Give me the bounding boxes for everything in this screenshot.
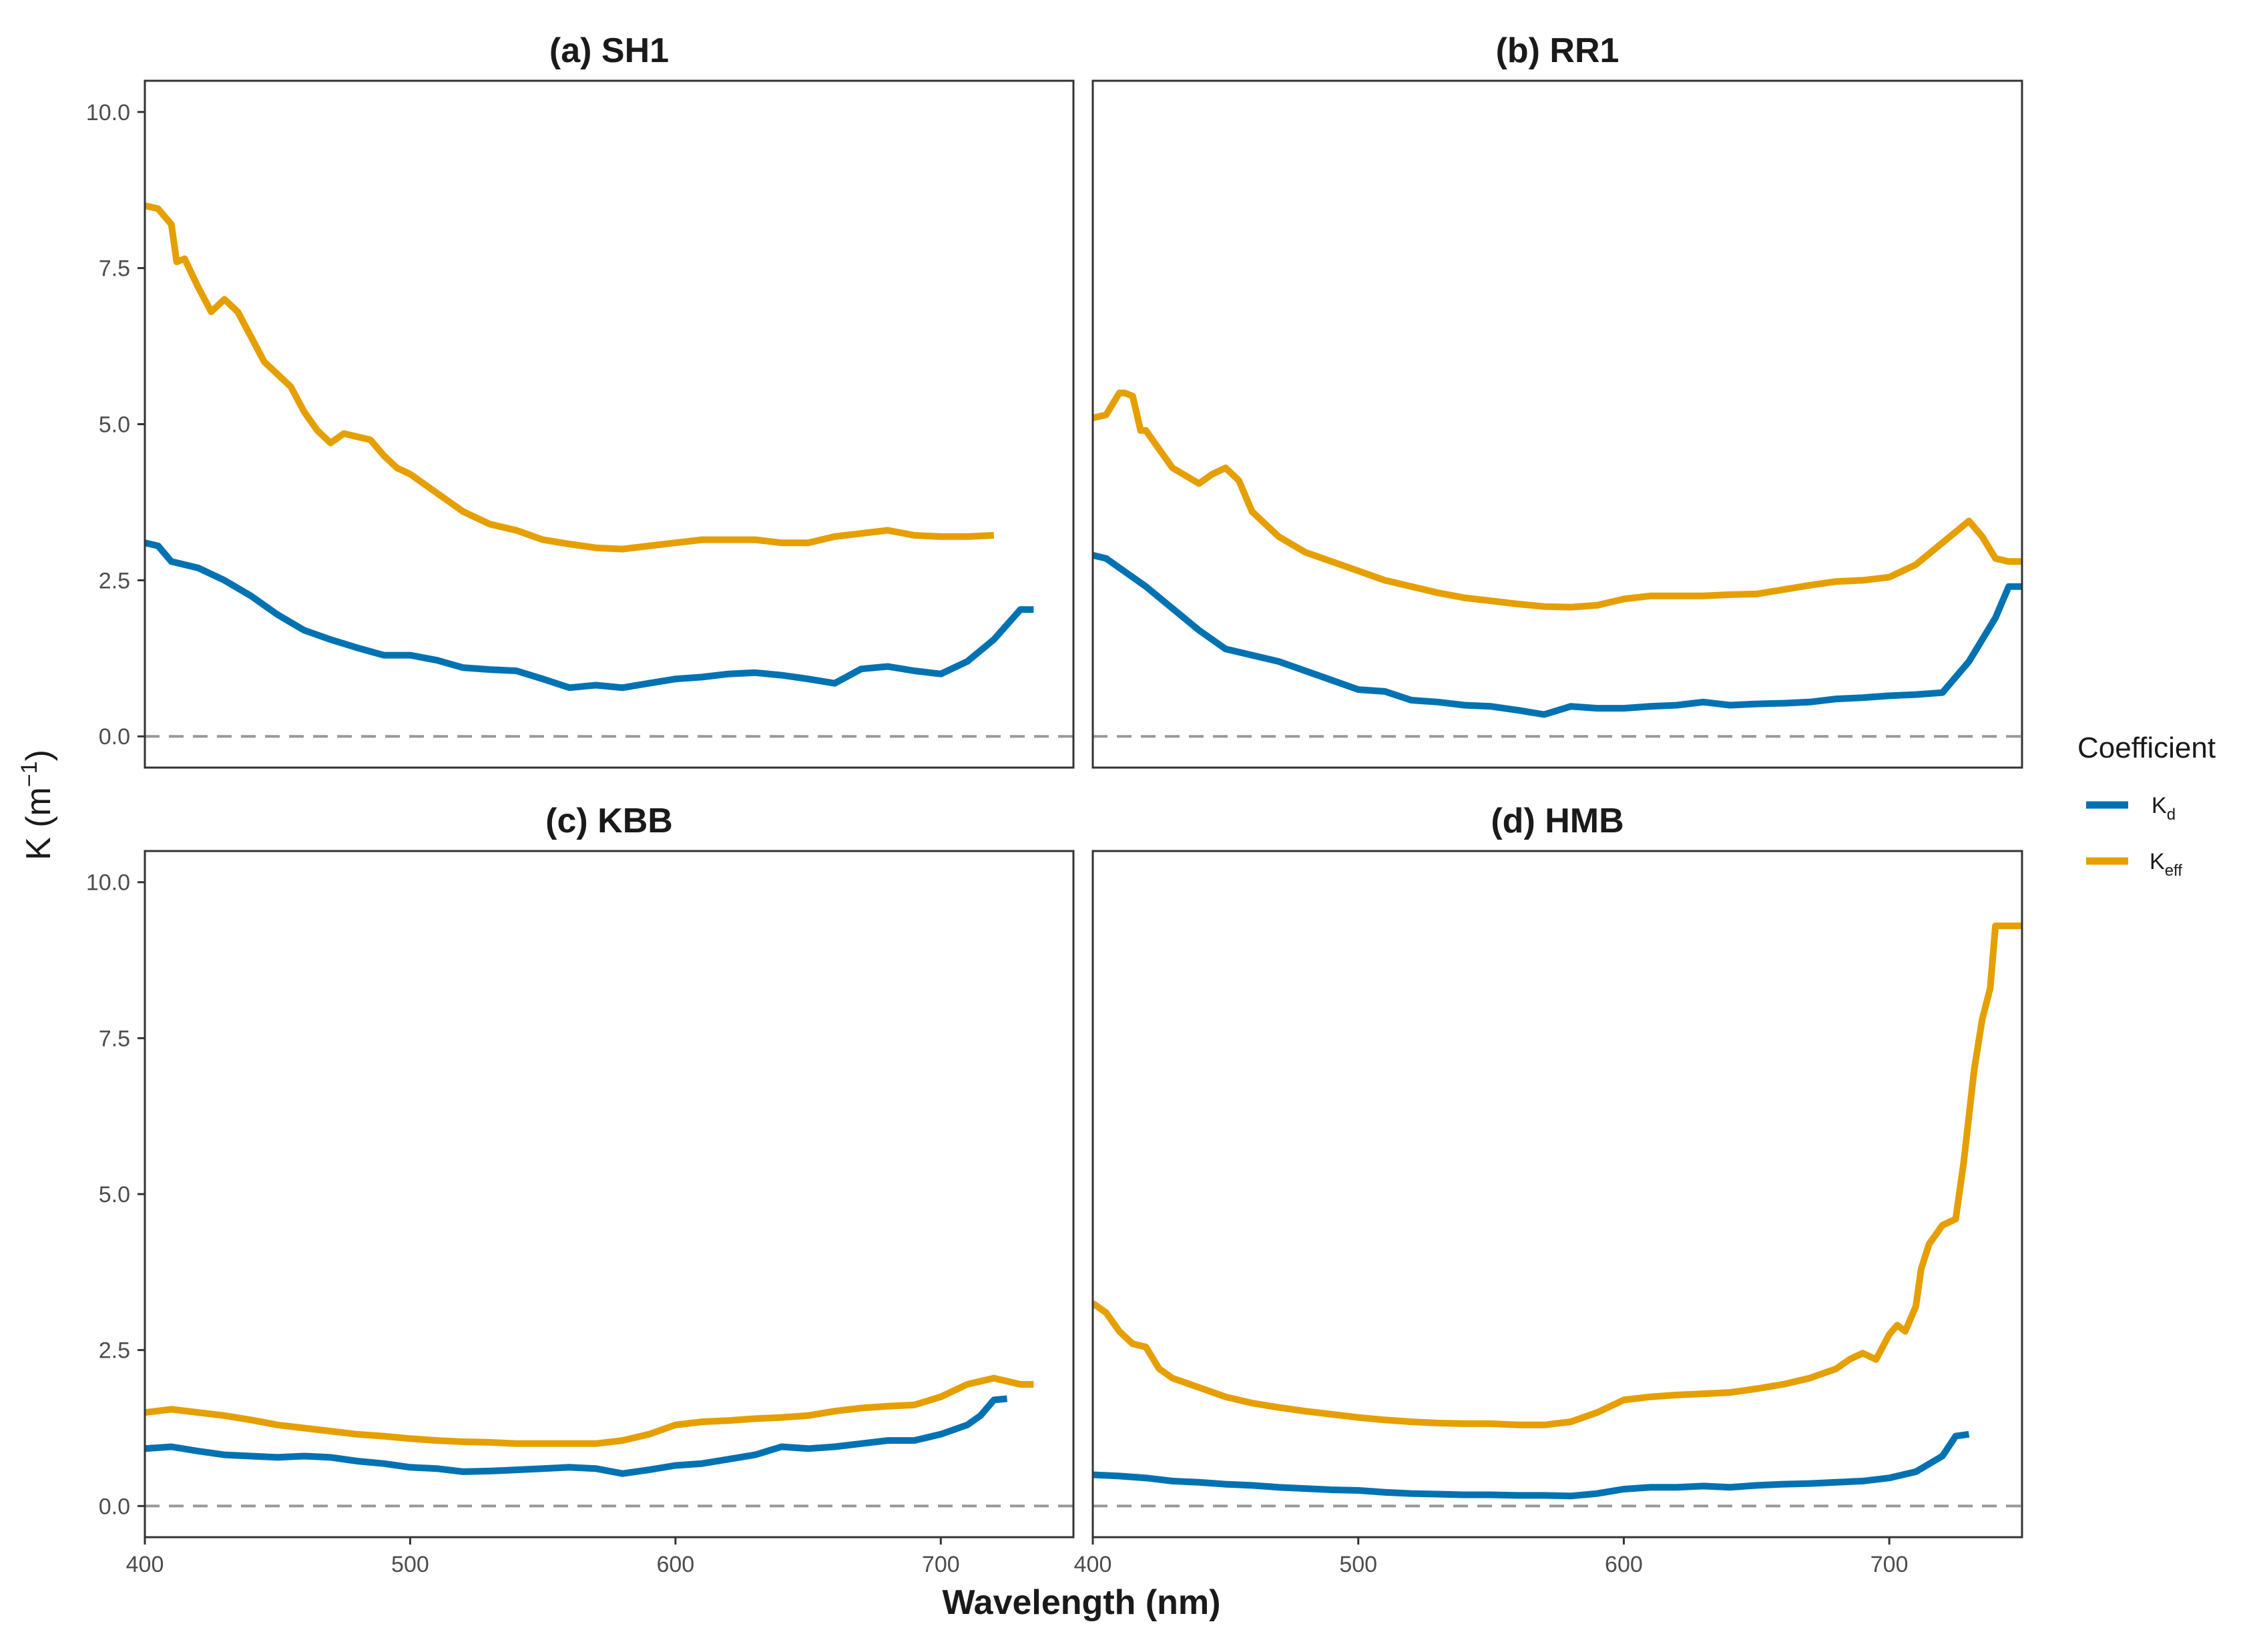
panel-background	[145, 851, 1073, 1537]
x-tick-label: 600	[656, 1552, 694, 1577]
y-tick-label: 0.0	[99, 1494, 130, 1519]
series-line-kd	[145, 539, 1034, 692]
x-tick-label: 600	[1605, 1552, 1643, 1577]
y-tick-label: 10.0	[86, 100, 130, 125]
y-tick-label: 2.5	[99, 1338, 130, 1364]
x-tick-label: 500	[391, 1552, 429, 1577]
legend-label-kd: Kd	[2152, 793, 2176, 824]
y-tick-label: 10.0	[86, 870, 130, 896]
legend-title: Coefficient	[2077, 732, 2216, 764]
panel-background	[1093, 81, 2022, 768]
y-axis-title-text: K (m−1)	[17, 750, 58, 860]
panel-title: (b) RR1	[1496, 31, 1619, 70]
y-tick-label: 0.0	[99, 724, 130, 750]
y-axis-title-base: K (m	[19, 787, 58, 860]
legend: Coefficient Kd Keff	[2077, 732, 2216, 880]
x-tick-label: 500	[1339, 1552, 1377, 1577]
series-line-keff	[1093, 389, 2022, 611]
x-tick-label: 400	[1074, 1552, 1112, 1577]
panel-background	[145, 81, 1073, 768]
x-axis-title: Wavelength (nm)	[943, 1583, 1221, 1622]
y-axis-title-sup: −1	[17, 761, 42, 787]
panel-c-kbb: (c) KBB 0.0 2.5 5.0 7.5 10.0 400 500 600 700	[86, 802, 1075, 1577]
panel-border	[1091, 850, 2023, 1539]
panel-background	[1093, 851, 2022, 1537]
y-tick-label: 5.0	[99, 1182, 130, 1207]
series-line-keff	[1093, 922, 2022, 1428]
panel-title: (a) SH1	[549, 31, 669, 70]
series-line-keff	[145, 1374, 1034, 1447]
panel-title: (c) KBB	[545, 802, 673, 840]
panel-title: (d) HMB	[1491, 802, 1623, 840]
panel-a-sh1: (a) SH1 0.0 2.5 5.0 7.5 10.0	[86, 31, 1075, 769]
y-tick-label: 5.0	[99, 412, 130, 438]
x-tick-label: 700	[1870, 1552, 1909, 1577]
panel-b-rr1: (b) RR1	[1091, 31, 2023, 769]
series-line-kd	[1093, 552, 2022, 718]
y-tick-label: 2.5	[99, 568, 130, 593]
legend-label-keff: Keff	[2150, 849, 2182, 880]
y-axis-title: K (m−1)	[17, 750, 58, 860]
series-line-kd	[1093, 1430, 1970, 1500]
y-tick-label: 7.5	[99, 256, 130, 282]
x-tick-label: 400	[126, 1552, 164, 1577]
panel-d-hmb: (d) HMB 400 500 600 700	[1074, 802, 2023, 1577]
panel-border	[1091, 79, 2023, 769]
panels-layer: (a) SH1 0.0 2.5 5.0 7.5 10.0 (b) RR1 (c) KBB 0.0…	[86, 31, 2023, 1577]
series-line-keff	[145, 202, 995, 553]
y-axis-title-close: )	[19, 750, 58, 761]
x-tick-label: 700	[922, 1552, 960, 1577]
y-tick-label: 7.5	[99, 1026, 130, 1051]
series-line-kd	[145, 1395, 1008, 1477]
